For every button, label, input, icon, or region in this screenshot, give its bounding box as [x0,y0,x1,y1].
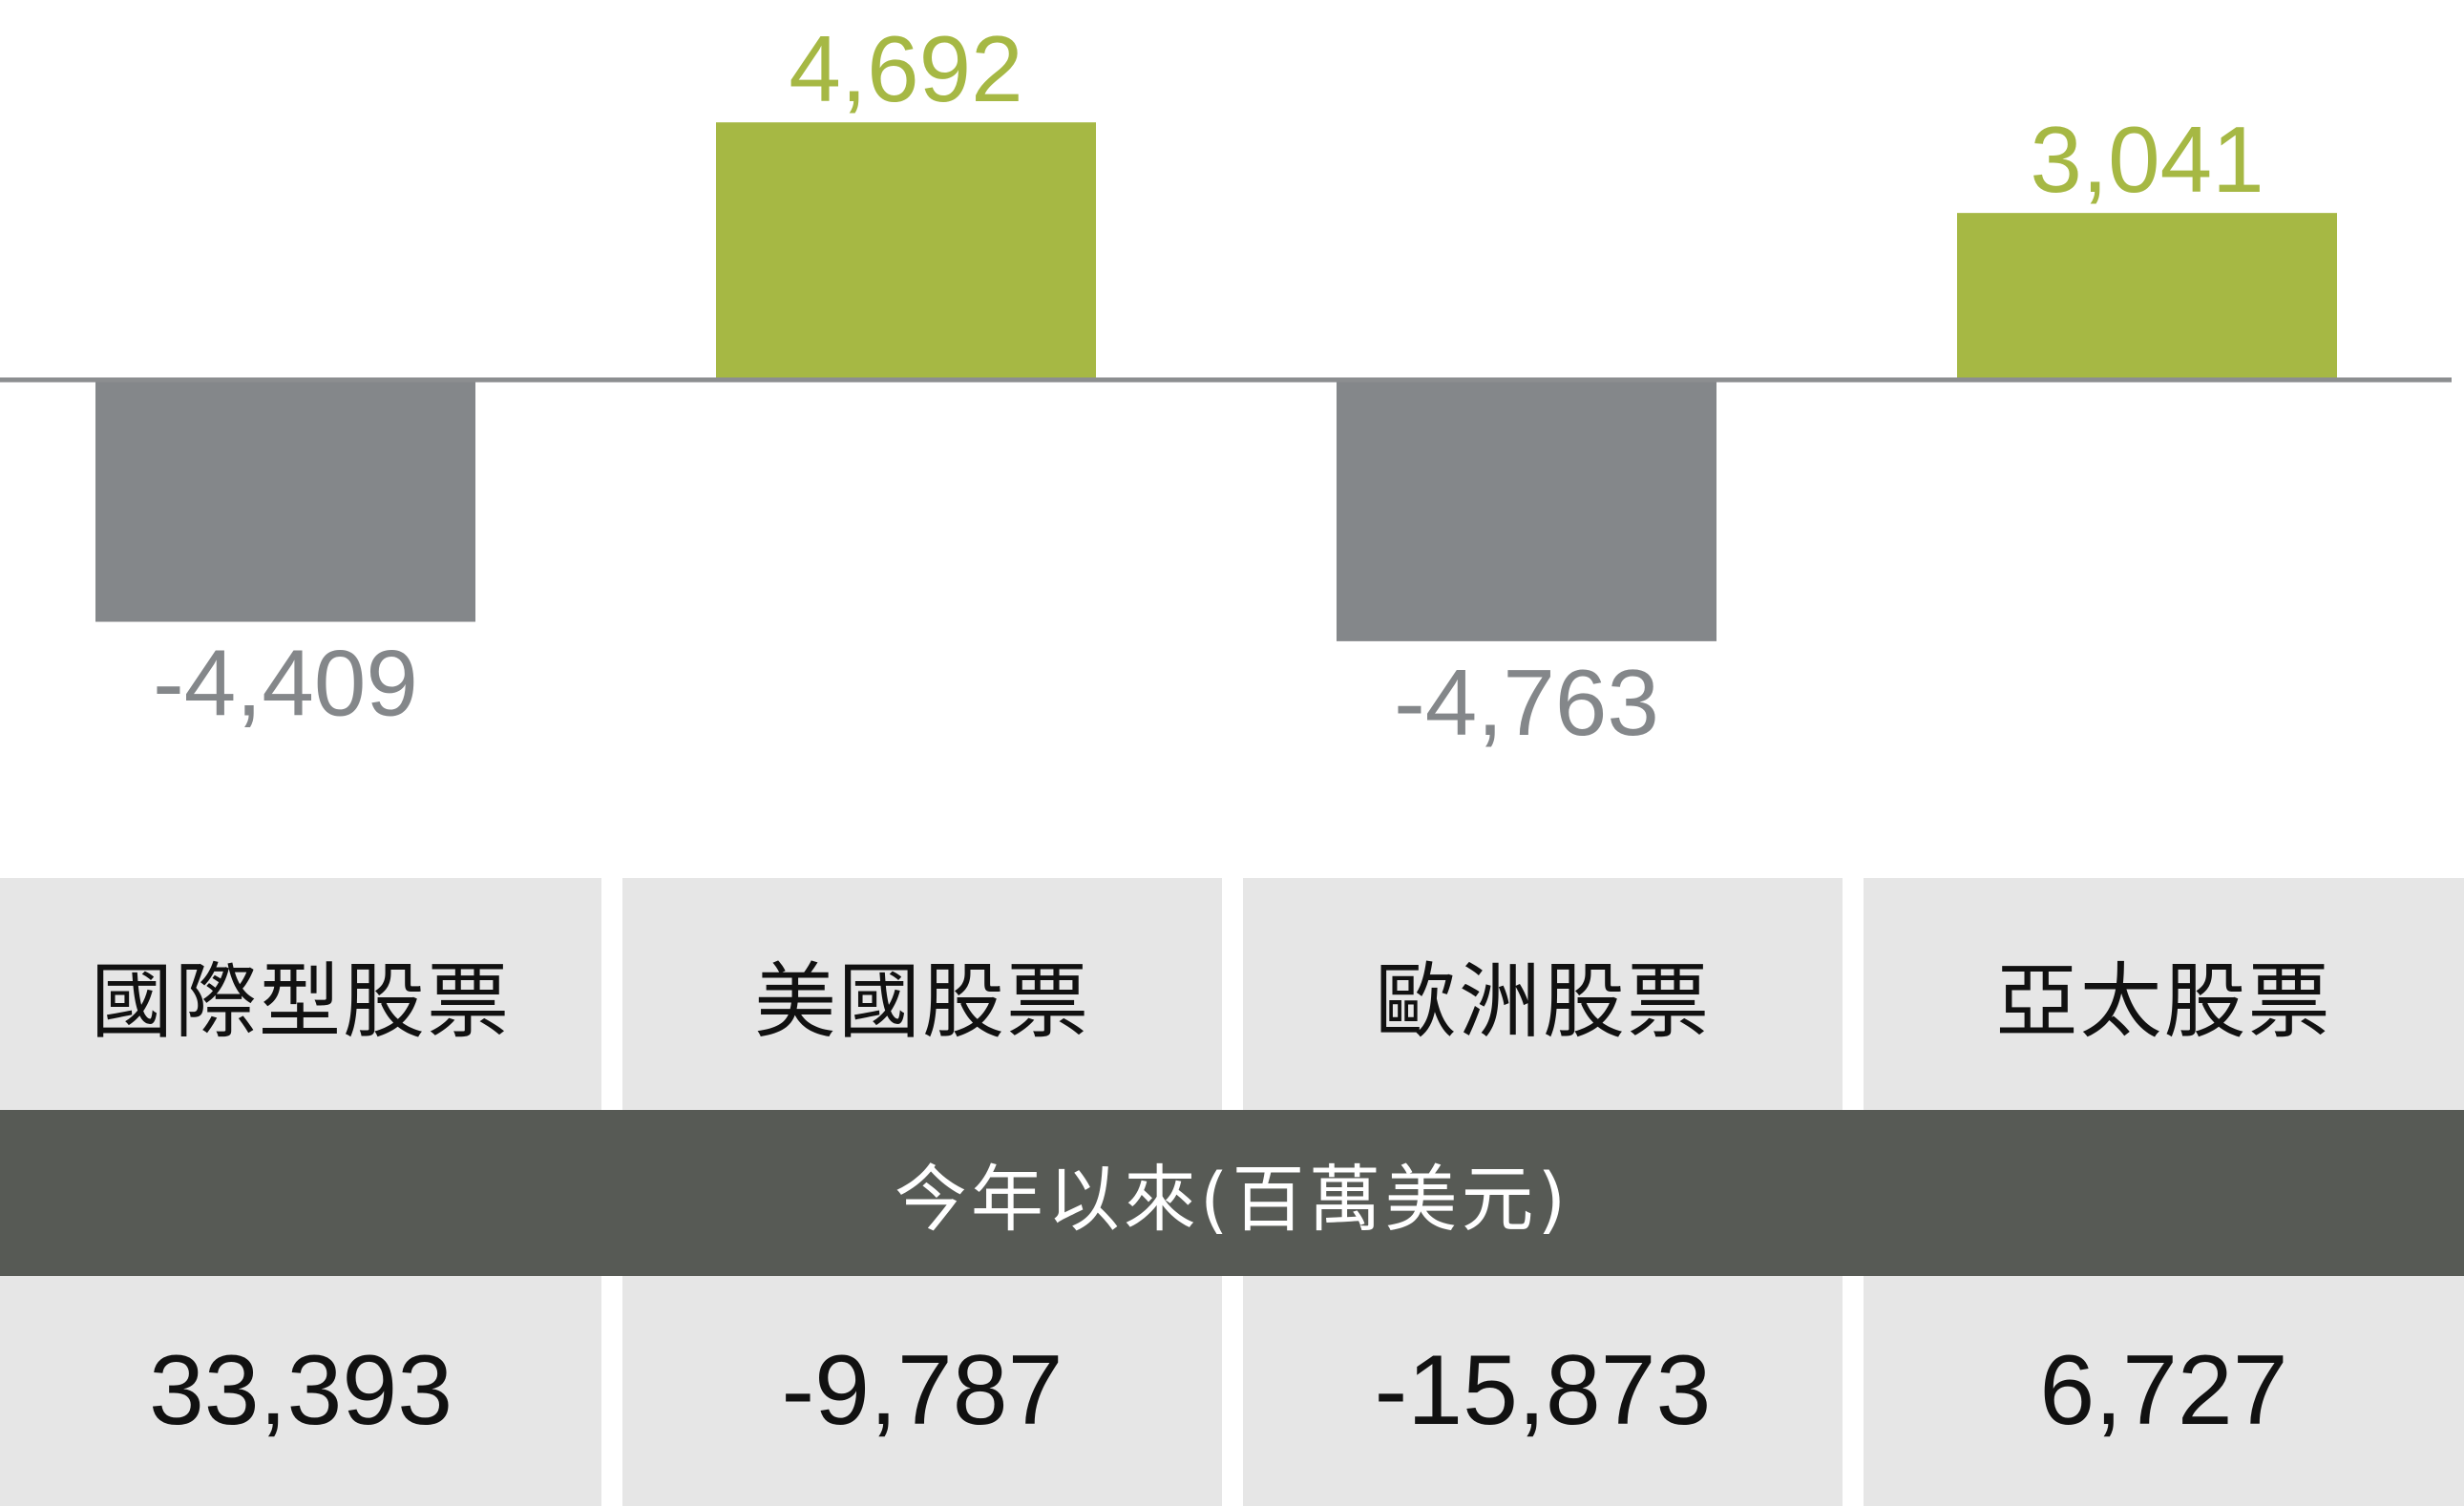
bar-2 [716,122,1096,380]
bar-value-label-4: 3,041 [2030,107,2264,212]
ytd-value: -9,787 [781,1335,1064,1446]
category-cell-us-equity: 美國股票 [622,878,1222,1110]
ytd-value-cell-europe-equity: -15,873 [1243,1276,1843,1506]
ytd-value-cell-us-equity: -9,787 [622,1276,1222,1506]
ytd-value: 6,727 [2039,1335,2288,1446]
bar-4 [1957,213,2337,380]
category-label: 亞太股票 [1995,954,2332,1050]
ytd-band-label: 今年以來(百萬美元) [894,1157,1570,1242]
ytd-value: 33,393 [148,1335,453,1446]
bar-value-label-3: -4,763 [1394,650,1659,755]
bar-value-label-1: -4,409 [153,631,418,736]
bar-1 [95,380,475,622]
bar-value-label-2: 4,692 [789,16,1022,121]
ytd-value: -15,873 [1374,1335,1712,1446]
ytd-value-cell-international-equity: 33,393 [0,1276,601,1506]
bar-3 [1337,380,1716,641]
category-cell-international-equity: 國際型股票 [0,878,601,1110]
bar-chart: -4,409 4,692 -4,763 3,041 [0,16,2452,755]
category-cell-europe-equity: 歐洲股票 [1243,878,1843,1110]
category-label: 美國股票 [754,954,1090,1050]
category-label: 歐洲股票 [1375,954,1711,1050]
category-cell-asia-pacific-equity: 亞太股票 [1864,878,2464,1110]
category-label: 國際型股票 [91,954,511,1050]
ytd-value-cell-asia-pacific-equity: 6,727 [1864,1276,2464,1506]
ytd-band: 今年以來(百萬美元) [0,1110,2464,1276]
